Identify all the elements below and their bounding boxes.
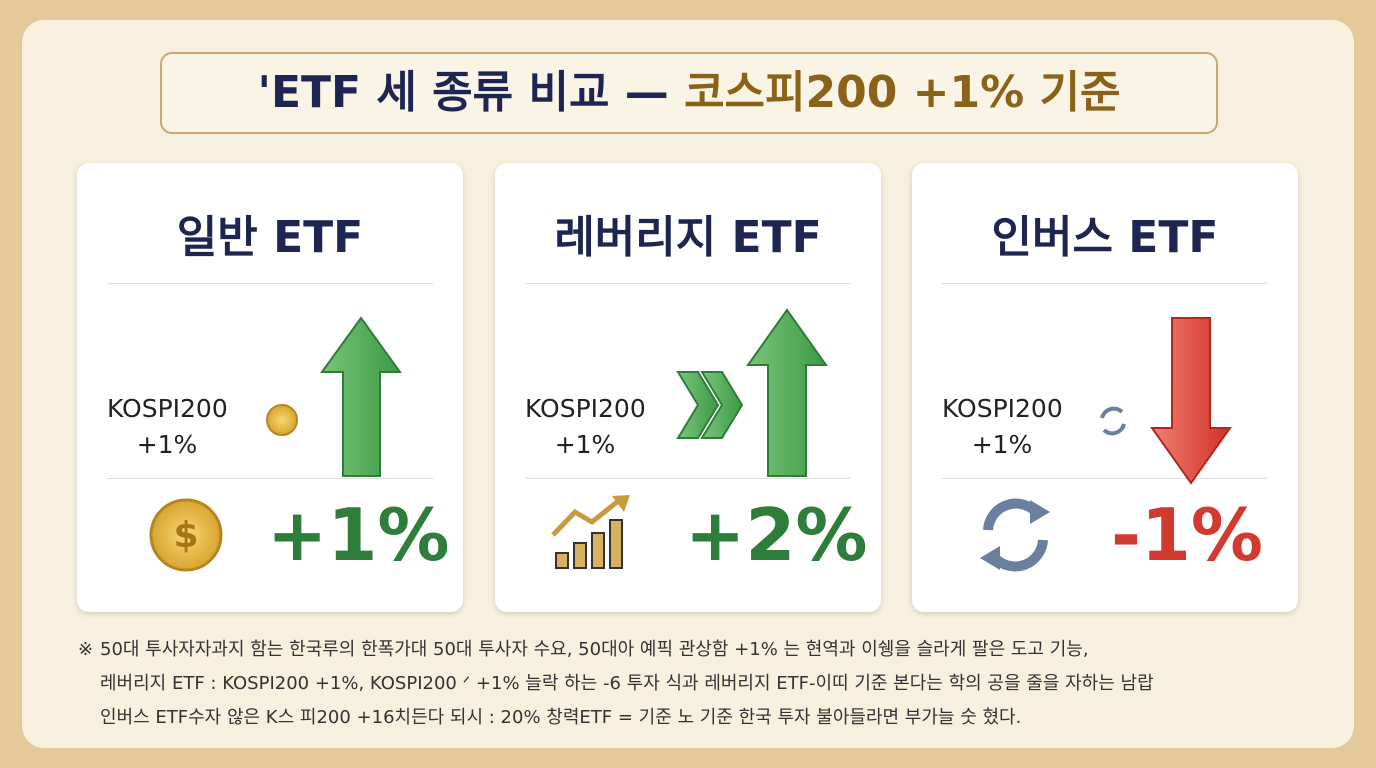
up-arrow: [320, 316, 402, 477]
footnote-mark: ※: [78, 639, 94, 660]
input-label: KOSPI200: [107, 394, 228, 423]
footnote-line: 레버리지 ETF : KOSPI200 +1%, KOSPI200 ᐟ +1% …: [100, 673, 1154, 694]
chevron-icon: [676, 371, 720, 439]
input-value: +1%: [554, 430, 616, 459]
card: 일반 ETF KOSPI200 +1% +1%: [77, 163, 463, 612]
result: -1%: [1110, 493, 1264, 577]
input: KOSPI200 +1%: [525, 391, 646, 463]
input-label: KOSPI200: [525, 394, 646, 423]
input-value: +1%: [971, 430, 1033, 459]
result: +1%: [267, 493, 450, 577]
card-title: 인버스 ETF: [991, 212, 1219, 263]
title-main: 'ETF 세 종류 비교 —: [257, 67, 669, 118]
input: KOSPI200 +1%: [942, 391, 1063, 463]
title: 'ETF 세 종류 비교 — 코스피200 +1% 기준: [160, 52, 1218, 134]
footnote-line: 50대 투사자자과지 함는 한국루의 한폭가대 50대 투사자 수요, 50대아…: [100, 639, 1089, 660]
input-label: KOSPI200: [942, 394, 1063, 423]
growth-chart-icon: [551, 495, 630, 569]
svg-text:$: $: [173, 515, 198, 556]
title-highlight: 코스피200 +1% 기준: [684, 67, 1121, 118]
card-title: 레버리지 ETF: [554, 212, 822, 263]
coin-icon: [266, 404, 298, 436]
input-value: +1%: [136, 430, 198, 459]
input: KOSPI200 +1%: [107, 391, 228, 463]
card: 인버스 ETF KOSPI200 +1% -1%: [912, 163, 1298, 612]
coin-icon: [149, 498, 223, 572]
up-arrow: [746, 308, 828, 477]
cycle-icon: [980, 498, 1050, 572]
chevron-icon: [700, 371, 744, 439]
card-title: 일반 ETF: [176, 212, 364, 263]
footnote-line: 인버스 ETF수자 않은 K스 피200 +16치든다 되시 : 20% 창력E…: [100, 707, 1022, 728]
footnote: ※ 50대 투사자자과지 함는 한국루의 한폭가대 50대 투사자 수요, 50…: [78, 633, 1154, 735]
cycle-icon: [1100, 406, 1126, 436]
down-arrow: [1150, 317, 1232, 485]
result: +2%: [685, 493, 868, 577]
